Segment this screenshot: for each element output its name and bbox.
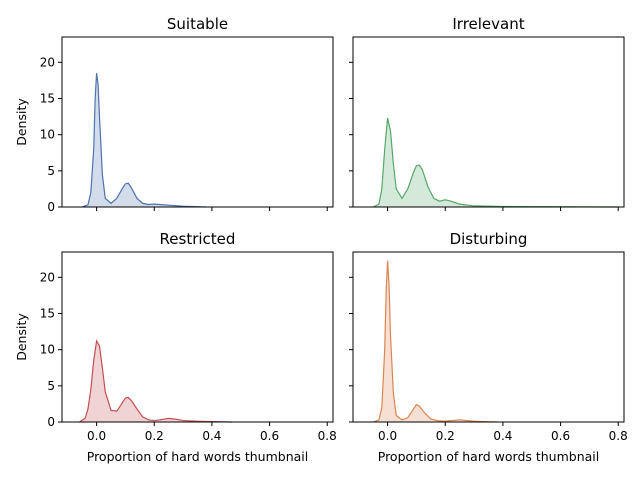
plot-frame xyxy=(61,251,334,423)
density-area xyxy=(373,260,498,422)
panel-suitable: Suitable Density 0 5 10 15 20 xyxy=(14,15,334,214)
density-area xyxy=(373,118,619,207)
density-line xyxy=(372,260,498,423)
x-tick-label: 0.4 xyxy=(493,429,512,443)
density-line xyxy=(78,339,233,423)
y-tick-label: 20 xyxy=(40,55,55,69)
density-area xyxy=(79,340,233,422)
y-tick-label: 0 xyxy=(47,200,55,214)
y-tick-label: 15 xyxy=(40,91,55,105)
x-tick-label: 0.6 xyxy=(260,429,279,443)
density-line xyxy=(372,117,619,208)
plot-frame xyxy=(352,36,625,208)
panel-title: Disturbing xyxy=(450,230,528,248)
plot-frame xyxy=(352,251,625,423)
panel-irrelevant: Irrelevant xyxy=(349,15,625,211)
x-tick-label: 0.0 xyxy=(378,429,397,443)
x-tick-label: 0.2 xyxy=(145,429,164,443)
y-tick-label: 0 xyxy=(47,415,55,429)
plot-frame xyxy=(61,36,334,208)
y-tick-label: 10 xyxy=(40,343,55,357)
density-line xyxy=(81,73,207,208)
panel-disturbing: Disturbing Proportion of hard words thum… xyxy=(349,230,628,464)
y-axis-label: Density xyxy=(14,98,29,146)
x-axis-label: Proportion of hard words thumbnail xyxy=(87,449,309,464)
x-tick-label: 0.6 xyxy=(551,429,570,443)
x-tick-label: 0.8 xyxy=(318,429,337,443)
y-axis-label: Density xyxy=(14,313,29,361)
y-tick-label: 10 xyxy=(40,128,55,142)
panel-title: Suitable xyxy=(167,15,228,33)
x-tick-label: 0.4 xyxy=(202,429,221,443)
panel-restricted: Restricted Density Proportion of hard wo… xyxy=(14,230,337,464)
y-tick-label: 15 xyxy=(40,306,55,320)
density-area xyxy=(82,73,207,207)
x-axis-label: Proportion of hard words thumbnail xyxy=(378,449,600,464)
x-tick-label: 0.2 xyxy=(436,429,455,443)
y-tick-label: 5 xyxy=(47,164,55,178)
x-tick-label: 0.0 xyxy=(87,429,106,443)
y-tick-label: 5 xyxy=(47,379,55,393)
x-tick-label: 0.8 xyxy=(609,429,628,443)
panel-title: Irrelevant xyxy=(452,15,524,33)
y-tick-label: 20 xyxy=(40,270,55,284)
panel-title: Restricted xyxy=(160,230,236,248)
